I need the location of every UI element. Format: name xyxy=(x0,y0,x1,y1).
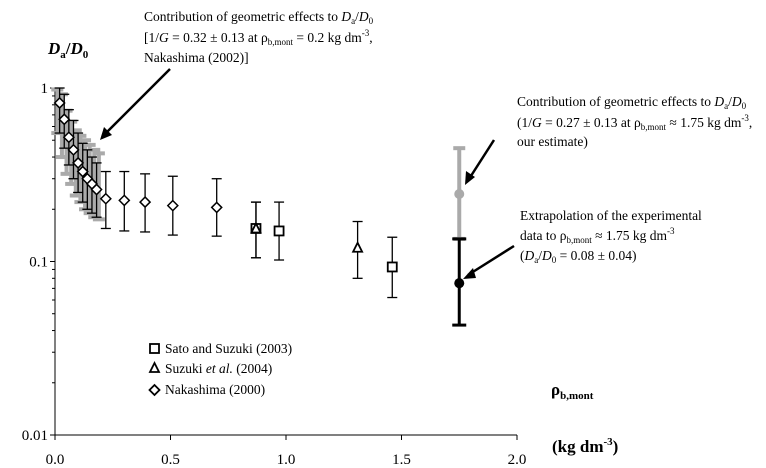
x-tick-label: 0.5 xyxy=(161,452,180,468)
annotation-arrow xyxy=(467,139,496,180)
annotation-line: (Da/D0 = 0.08 ± 0.04) xyxy=(520,248,637,265)
annotation-arrow xyxy=(103,68,171,136)
y-tick-label: 1 xyxy=(41,81,49,97)
axis-ticks xyxy=(50,87,518,440)
x-tick-label: 1.5 xyxy=(392,452,411,468)
legend-label-nakashima: Nakashima (2000) xyxy=(165,382,265,397)
annotation-line: our estimate) xyxy=(517,134,588,149)
annotation-arrowhead xyxy=(100,127,112,140)
legend-diamond-marker xyxy=(148,383,161,397)
annotation-line: Contribution of geometric effects to Da/… xyxy=(144,9,374,26)
diamond-marker xyxy=(62,131,75,144)
diamond-marker xyxy=(118,194,131,207)
x-tick-label: 0.0 xyxy=(46,452,65,468)
annotation-line: Extrapolation of the experimental xyxy=(520,208,702,223)
x-tick-label: 1.0 xyxy=(277,452,296,468)
triangle-marker xyxy=(250,221,262,234)
annotation-line: [1/G = 0.32 ± 0.13 at ρb,mont = 0.2 kg d… xyxy=(144,28,373,47)
x-axis-label: ρb,mont xyxy=(551,380,594,402)
diamond-marker xyxy=(53,96,66,110)
tick-labels: 0.0 0.5 1.0 1.5 2.0 1 0.1 0.01 xyxy=(22,81,527,468)
annotation-arrowhead xyxy=(465,171,475,185)
circle-marker xyxy=(454,278,465,289)
diamond-marker xyxy=(99,192,112,205)
x-axis-unit: (kg dm-3) xyxy=(552,436,618,456)
legend-square-marker xyxy=(149,343,160,354)
triangle-marker xyxy=(351,240,364,253)
legend-label-sato: Sato and Suzuki (2003) xyxy=(165,341,292,356)
x-tick-label: 2.0 xyxy=(508,452,527,468)
y-tick-label: 0.01 xyxy=(22,428,48,444)
legend-triangle-marker xyxy=(148,360,161,373)
annotation-line: data to ρb,mont ≈ 1.75 kg dm-3 xyxy=(520,226,675,245)
y-axis-label: Da/D0 xyxy=(47,39,89,61)
square-marker xyxy=(273,225,285,237)
legend-label-suzuki: Suzuki et al. (2004) xyxy=(165,361,272,376)
diamond-marker xyxy=(210,201,223,214)
error-bars xyxy=(51,87,467,327)
annotation-geo-estimate: Contribution of geometric effects to Da/… xyxy=(465,94,752,185)
diamond-marker xyxy=(67,143,80,156)
diamond-marker xyxy=(90,183,103,196)
circle-marker xyxy=(454,188,465,199)
square-marker xyxy=(386,261,398,273)
data-markers xyxy=(53,96,465,289)
annotation-line: (1/G = 0.27 ± 0.13 at ρb,mont ≈ 1.75 kg … xyxy=(517,113,752,132)
y-tick-label: 0.1 xyxy=(29,255,48,271)
diamond-marker xyxy=(58,113,71,126)
annotation-extrapolation: Extrapolation of the experimental data t… xyxy=(463,208,702,279)
legend: Sato and Suzuki (2003) Suzuki et al. (20… xyxy=(148,341,292,397)
annotation-line: Nakashima (2002)] xyxy=(144,50,249,65)
diamond-marker xyxy=(76,165,89,178)
diamond-marker xyxy=(72,156,85,169)
annotation-arrow xyxy=(467,244,515,277)
annotation-arrowhead xyxy=(463,268,476,279)
annotation-line: Contribution of geometric effects to Da/… xyxy=(517,94,747,111)
annotation-geo2002: Contribution of geometric effects to Da/… xyxy=(100,9,374,140)
diamond-marker xyxy=(139,196,152,209)
diamond-marker xyxy=(166,199,179,212)
